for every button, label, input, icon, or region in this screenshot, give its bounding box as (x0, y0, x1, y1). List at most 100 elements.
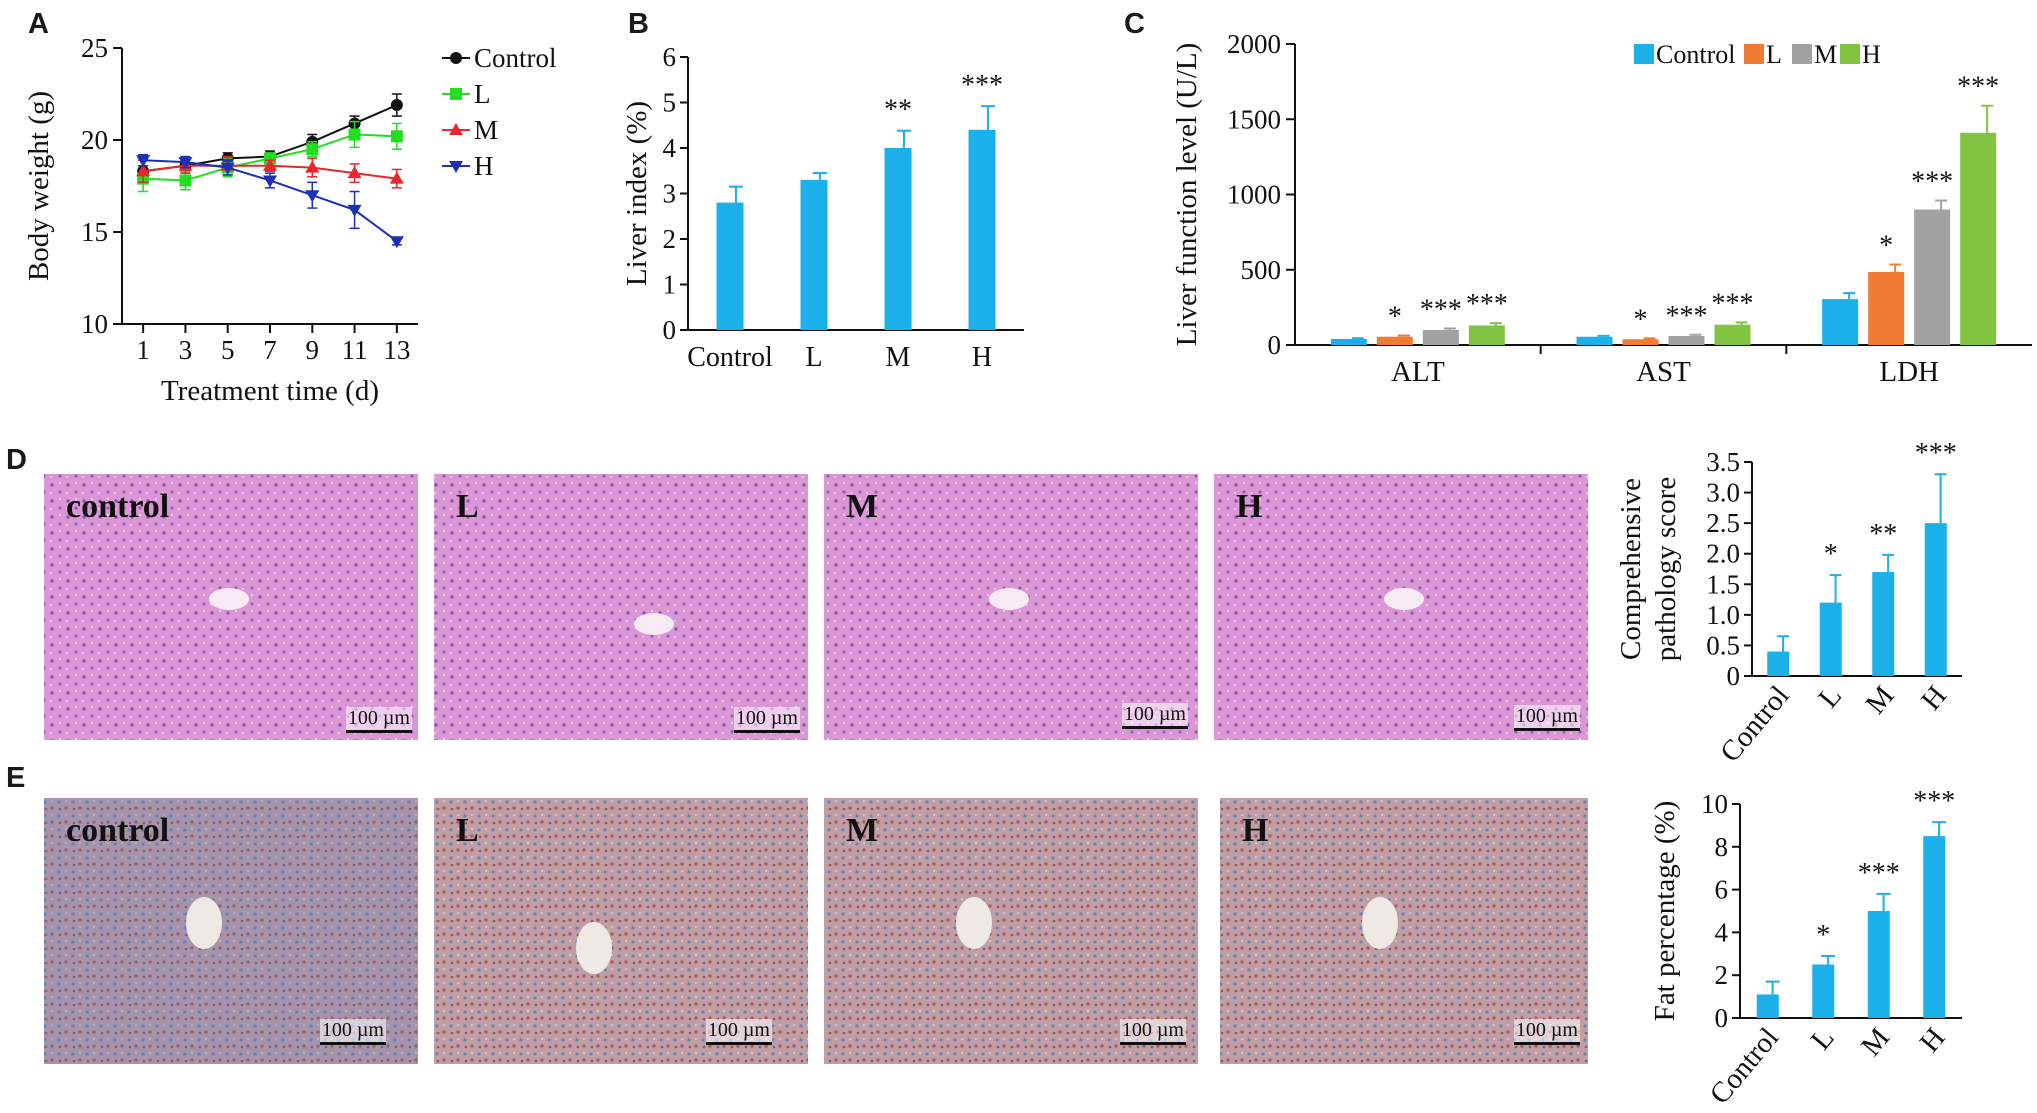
e-x-tick-label: Control (1704, 1022, 1785, 1110)
micrograph-label: L (456, 488, 479, 525)
b-x-tick-label: L (805, 342, 822, 373)
c-significance-label: *** (1911, 167, 1953, 198)
micrograph-e-control: control 100 µm (44, 798, 418, 1064)
e-bar (1867, 911, 1890, 1018)
c-legend-swatch (1840, 44, 1860, 64)
c-y-tick-label: 500 (1241, 255, 1282, 285)
c-x-tick-label: ALT (1391, 356, 1445, 388)
e-y-tick-label: 8 (1715, 832, 1729, 862)
b-bar (716, 202, 744, 330)
scale-bar: 100 µm (1513, 1019, 1580, 1045)
a-y-tick-label: 10 (81, 309, 108, 339)
c-y-tick-label: 1000 (1227, 180, 1281, 210)
a-data-point (390, 99, 403, 112)
b-y-tick-label: 2 (663, 224, 677, 254)
a-data-point (136, 155, 151, 168)
c-significance-label: * (1634, 304, 1648, 335)
vessel-lumen (956, 897, 992, 949)
c-legend-swatch (1744, 44, 1764, 64)
e-y-tick-label: 4 (1715, 917, 1729, 947)
d-bar (1872, 572, 1895, 676)
b-y-tick-label: 0 (663, 315, 677, 345)
a-y-axis-label: Body weight (g) (23, 91, 55, 281)
c-bar-l (1868, 272, 1905, 345)
e-x-tick-label: H (1914, 1022, 1952, 1059)
b-bar (800, 179, 828, 330)
c-legend-label: L (1766, 40, 1782, 69)
a-legend-marker (449, 123, 463, 135)
b-x-tick-label: M (886, 342, 911, 373)
micrograph-label: H (1236, 488, 1263, 525)
c-significance-label: * (1388, 302, 1402, 333)
a-y-tick-label: 15 (81, 217, 108, 247)
vessel-lumen (1362, 897, 1398, 949)
d-y-tick-label: 1.5 (1706, 569, 1740, 599)
b-bar (968, 129, 996, 330)
b-significance-label: ** (884, 95, 912, 126)
d-y-axis-label: pathology score (1650, 477, 1682, 661)
c-x-tick-label: LDH (1879, 356, 1939, 388)
c-significance-label: *** (1712, 288, 1754, 319)
panel-letter-c: C (1124, 8, 1145, 40)
c-legend-swatch (1634, 44, 1654, 64)
a-x-tick-label: 11 (342, 335, 368, 365)
c-legend-label: Control (1656, 40, 1735, 69)
vessel-lumen (989, 588, 1029, 610)
a-x-tick-label: 9 (306, 335, 320, 365)
a-data-point (306, 143, 319, 156)
micrograph-d-control: control 100 µm (44, 474, 418, 740)
b-x-tick-label: Control (687, 342, 773, 373)
vessel-lumen (1384, 588, 1424, 610)
d-y-tick-label: 3.0 (1706, 478, 1740, 508)
a-data-point (263, 175, 277, 188)
he-stain-image (434, 474, 808, 740)
micrograph-e-h: H 100 µm (1220, 798, 1588, 1064)
a-data-point (348, 128, 361, 141)
panel-letter-e: E (6, 762, 26, 794)
a-data-point (347, 166, 362, 179)
c-significance-label: *** (1957, 72, 1999, 103)
d-bar (1924, 523, 1947, 676)
micrograph-d-l: L 100 µm (434, 474, 808, 740)
scale-bar: 100 µm (1121, 703, 1188, 729)
scale-bar: 100 µm (1119, 1019, 1186, 1045)
c-bar-l (1376, 336, 1413, 345)
micrograph-label: M (846, 812, 879, 849)
micrograph-d-h: H 100 µm (1214, 474, 1588, 740)
b-significance-label: *** (961, 70, 1003, 101)
e-y-tick-label: 2 (1715, 960, 1729, 990)
b-y-tick-label: 3 (663, 179, 677, 209)
a-data-point (305, 160, 320, 173)
c-significance-label: *** (1666, 301, 1708, 332)
a-data-point (136, 164, 151, 177)
d-x-tick-label: L (1812, 680, 1848, 714)
a-x-tick-label: 13 (383, 335, 410, 365)
micrograph-label: M (846, 488, 879, 525)
c-bar-h (1714, 324, 1751, 345)
e-x-tick-label: M (1855, 1022, 1896, 1062)
e-bar (1812, 964, 1835, 1018)
a-data-point (264, 152, 276, 165)
b-bar (884, 148, 912, 330)
d-significance-label: ** (1869, 519, 1897, 550)
d-bar (1819, 602, 1842, 676)
c-bar-m (1668, 335, 1705, 345)
d-x-tick-label: H (1915, 680, 1953, 717)
e-significance-label: *** (1858, 858, 1900, 889)
c-y-tick-label: 1500 (1227, 104, 1281, 134)
c-significance-label: *** (1420, 294, 1462, 325)
c-x-tick-label: AST (1636, 356, 1691, 388)
d-significance-label: * (1824, 539, 1838, 570)
a-legend-label: Control (474, 43, 557, 73)
a-data-point (179, 174, 192, 187)
d-bar (1767, 651, 1790, 676)
a-x-tick-label: 3 (179, 335, 193, 365)
a-legend-marker (449, 161, 463, 173)
scale-bar: 100 µm (733, 707, 800, 733)
b-y-tick-label: 6 (663, 42, 677, 72)
e-bar (1923, 836, 1946, 1018)
e-y-tick-label: 0 (1715, 1003, 1729, 1033)
c-y-tick-label: 0 (1268, 330, 1282, 360)
c-bar-h (1468, 325, 1505, 345)
